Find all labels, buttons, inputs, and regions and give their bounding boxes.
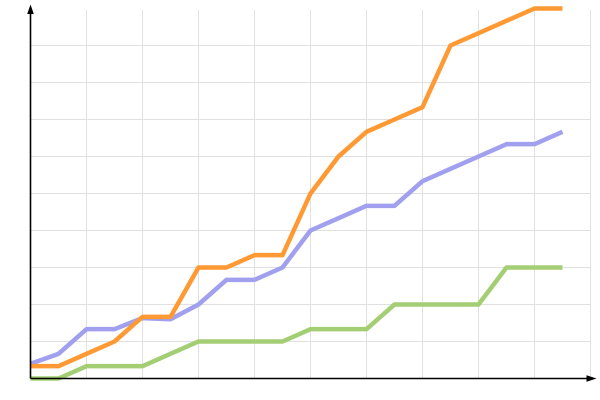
y-axis-arrow-icon xyxy=(27,4,34,14)
series-green-line xyxy=(30,265,563,381)
series-orange-line xyxy=(30,6,563,369)
x-axis-arrow-icon xyxy=(586,375,597,382)
series-purple-line xyxy=(29,129,564,366)
